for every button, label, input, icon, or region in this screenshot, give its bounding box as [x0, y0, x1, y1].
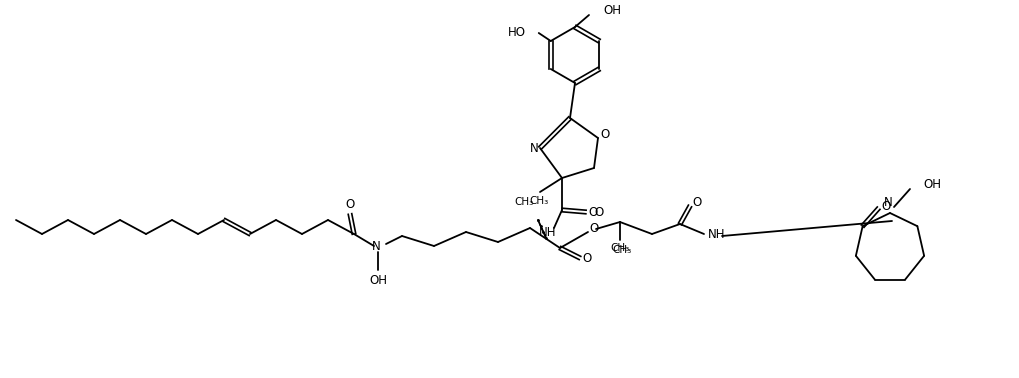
Text: N: N — [529, 141, 538, 155]
Text: N: N — [882, 197, 892, 209]
Text: N: N — [371, 240, 380, 253]
Text: NH: NH — [539, 226, 556, 239]
Text: O: O — [582, 251, 591, 265]
Text: NH: NH — [707, 228, 725, 240]
Text: HO: HO — [507, 26, 525, 39]
Text: OH: OH — [922, 178, 941, 192]
Text: CH₃: CH₃ — [514, 197, 533, 207]
Text: O: O — [692, 195, 701, 209]
Text: O: O — [593, 206, 602, 218]
Text: CH₃: CH₃ — [611, 245, 631, 255]
Text: O: O — [345, 198, 355, 212]
Text: O: O — [589, 222, 598, 234]
Text: CH₃: CH₃ — [529, 196, 548, 206]
Text: O: O — [588, 206, 597, 218]
Text: OH: OH — [602, 5, 621, 17]
Text: CH₃: CH₃ — [609, 243, 629, 253]
Text: O: O — [600, 127, 609, 141]
Text: O: O — [880, 200, 890, 213]
Text: OH: OH — [369, 274, 386, 287]
